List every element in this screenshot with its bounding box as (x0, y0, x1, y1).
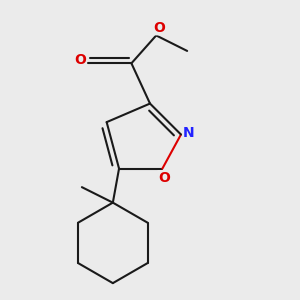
Text: O: O (153, 21, 165, 35)
Text: O: O (74, 53, 86, 67)
Text: N: N (183, 126, 194, 140)
Text: O: O (158, 171, 170, 185)
